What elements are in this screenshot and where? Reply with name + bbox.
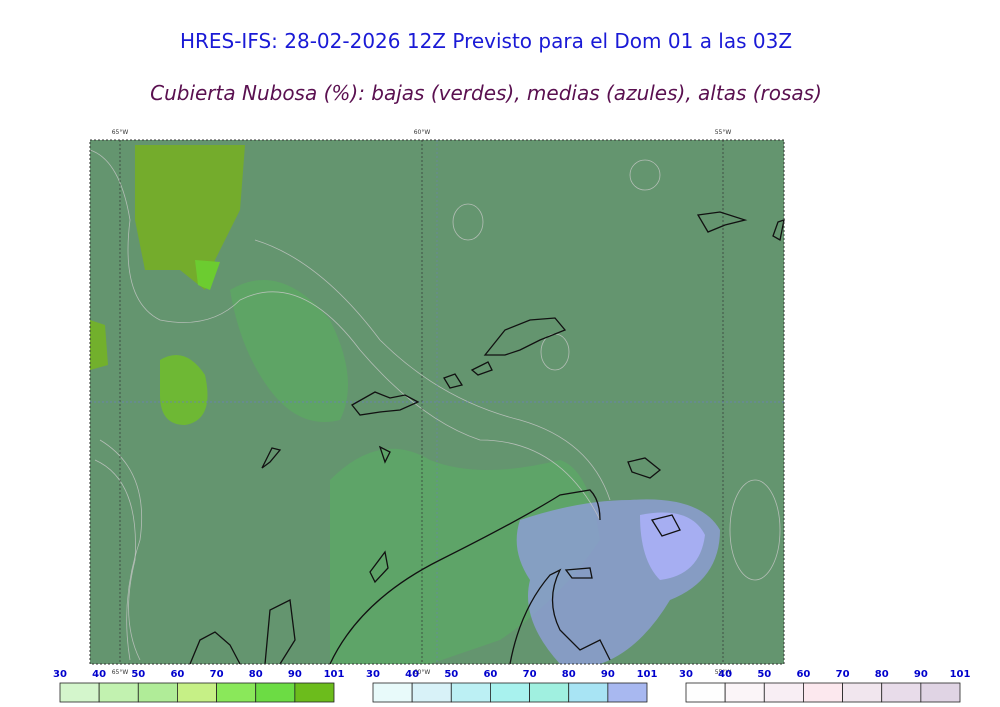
- color-swatch: [763, 682, 804, 703]
- colorbar-label: 80: [875, 669, 889, 680]
- colorbar-label: 70: [523, 669, 537, 680]
- title: HRES-IFS: 28-02-2026 12Z Previsto para e…: [180, 29, 792, 53]
- colorbar-label: 101: [637, 669, 658, 680]
- colorbar-label: 50: [131, 669, 145, 680]
- color-swatch: [568, 682, 609, 703]
- longitude-label: 55°W: [715, 129, 732, 136]
- colorbar-label: 30: [679, 669, 693, 680]
- longitude-label: 60°W: [414, 669, 431, 676]
- colorbars: 30 40 50 60 70 80 90 101 30 40 50 60 70 80 90 101 30 40 50…: [53, 669, 971, 703]
- colorbar-label: 50: [757, 669, 771, 680]
- map: [89, 139, 785, 665]
- longitude-label: 55°W: [715, 669, 732, 676]
- color-swatch: [294, 682, 335, 703]
- color-swatch: [137, 682, 178, 703]
- color-swatch: [98, 682, 139, 703]
- color-swatch: [372, 682, 413, 703]
- colorbar-label: 40: [718, 669, 732, 680]
- color-swatch: [216, 682, 257, 703]
- subtitle: Cubierta Nubosa (%): bajas (verdes), med…: [150, 81, 822, 105]
- color-swatch: [607, 682, 648, 703]
- color-swatch: [450, 682, 491, 703]
- colorbar-label: 70: [836, 669, 850, 680]
- color-swatch: [724, 682, 765, 703]
- colorbar-label: 80: [249, 669, 263, 680]
- color-swatch: [177, 682, 217, 703]
- colorbar-label: 80: [562, 669, 576, 680]
- color-swatch: [490, 682, 530, 703]
- colorbar-label: 50: [444, 669, 458, 680]
- longitude-labels: 65°W 65°W 60°W 60°W 55°W 55°W: [112, 129, 732, 676]
- longitude-label: 65°W: [112, 129, 129, 136]
- color-swatch: [685, 682, 726, 703]
- colorbar-label: 70: [210, 669, 224, 680]
- color-swatch: [411, 682, 452, 703]
- color-swatch: [255, 682, 296, 703]
- colorbar-label: 101: [950, 669, 971, 680]
- color-swatch: [920, 682, 961, 703]
- colorbar-label: 101: [324, 669, 345, 680]
- colorbar-label: 90: [601, 669, 615, 680]
- longitude-label: 65°W: [112, 669, 129, 676]
- colorbar-label: 60: [170, 669, 184, 680]
- colorbar-label: 40: [92, 669, 106, 680]
- longitude-label: 60°W: [414, 129, 431, 136]
- colorbar-label: 30: [53, 669, 67, 680]
- colorbar-label: 40: [405, 669, 419, 680]
- colorbar-label: 30: [366, 669, 380, 680]
- color-swatch: [842, 682, 883, 703]
- color-swatch: [881, 682, 922, 703]
- color-swatch: [59, 682, 100, 703]
- colorbar-label: 60: [796, 669, 810, 680]
- colorbar-label: 60: [483, 669, 497, 680]
- color-swatch: [803, 682, 843, 703]
- colorbar-label: 90: [288, 669, 302, 680]
- color-swatch: [529, 682, 570, 703]
- colorbar-label: 90: [914, 669, 928, 680]
